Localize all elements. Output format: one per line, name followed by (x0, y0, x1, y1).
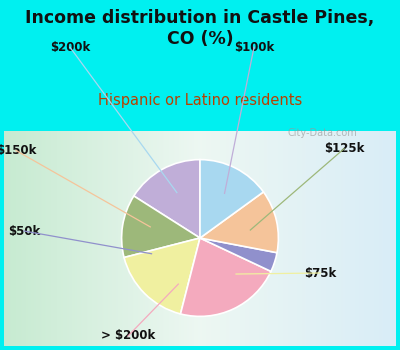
Text: $100k: $100k (234, 41, 274, 54)
Wedge shape (134, 160, 200, 238)
Wedge shape (122, 196, 200, 258)
Text: $125k: $125k (324, 142, 364, 155)
Wedge shape (200, 160, 264, 238)
Text: Income distribution in Castle Pines,
CO (%): Income distribution in Castle Pines, CO … (25, 9, 375, 48)
Wedge shape (124, 238, 200, 314)
Text: $75k: $75k (304, 266, 336, 280)
Text: $150k: $150k (0, 144, 36, 157)
Wedge shape (180, 238, 271, 316)
Text: $50k: $50k (8, 224, 40, 238)
Text: > $200k: > $200k (101, 329, 155, 343)
Text: Hispanic or Latino residents: Hispanic or Latino residents (98, 93, 302, 108)
Wedge shape (200, 192, 278, 253)
Text: $200k: $200k (50, 41, 90, 54)
Wedge shape (200, 238, 277, 271)
Text: City-Data.com: City-Data.com (288, 128, 358, 138)
